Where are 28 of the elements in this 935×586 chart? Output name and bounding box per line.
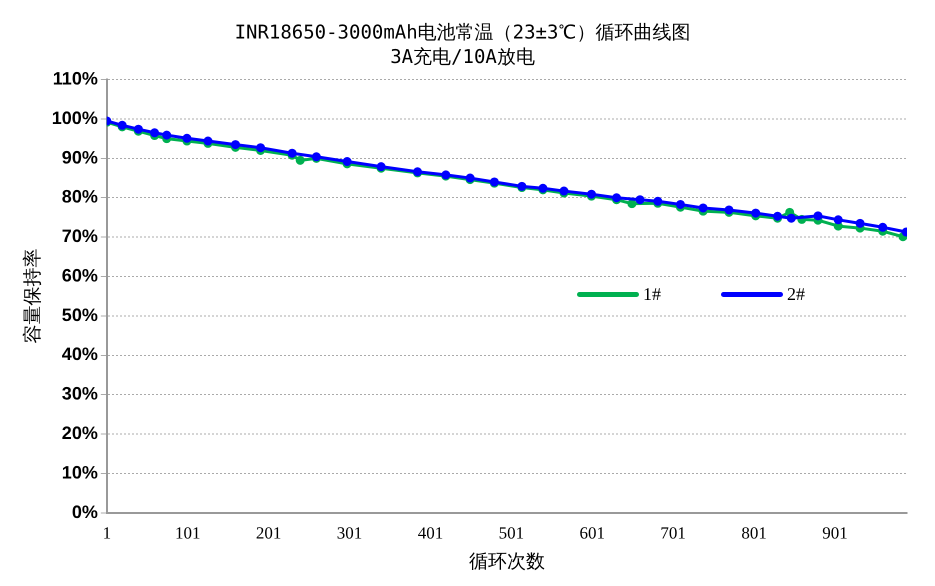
chart-title: INR18650-3000mAh电池常温（23±3℃）循环曲线图 [234,21,690,44]
x-tick-label: 501 [498,523,524,542]
y-tick-label: 60% [62,265,98,286]
x-tick-label: 201 [256,523,282,542]
y-tick-label: 110% [52,68,98,89]
legend-label: 1# [643,284,661,306]
x-tick-label: 901 [822,523,848,542]
y-tick-label: 90% [62,147,98,168]
y-tick-label: 80% [62,186,98,207]
x-tick-label: 801 [741,523,767,542]
y-tick-label: 50% [62,304,98,325]
x-tick-label: 701 [660,523,686,542]
y-tick-label: 40% [62,344,98,364]
x-tick-label: 401 [418,523,444,542]
y-tick-label: 70% [62,226,98,246]
legend-label: 2# [787,284,805,306]
y-tick-label: 100% [52,108,98,128]
x-tick-label: 101 [174,523,200,542]
x-tick-label: 601 [580,523,606,542]
chart-subtitle: 3A充电/10A放电 [390,46,535,68]
y-tick-label: 10% [62,462,98,482]
x-axis-title: 循环次数 [468,550,545,573]
y-tick-label: 0% [72,502,98,522]
y-tick-label: 20% [62,423,98,444]
x-tick-label: 1 [102,523,112,542]
y-axis-title: 容量保持率 [21,248,44,344]
y-tick-label: 30% [62,384,98,404]
x-tick-label: 301 [336,523,362,542]
